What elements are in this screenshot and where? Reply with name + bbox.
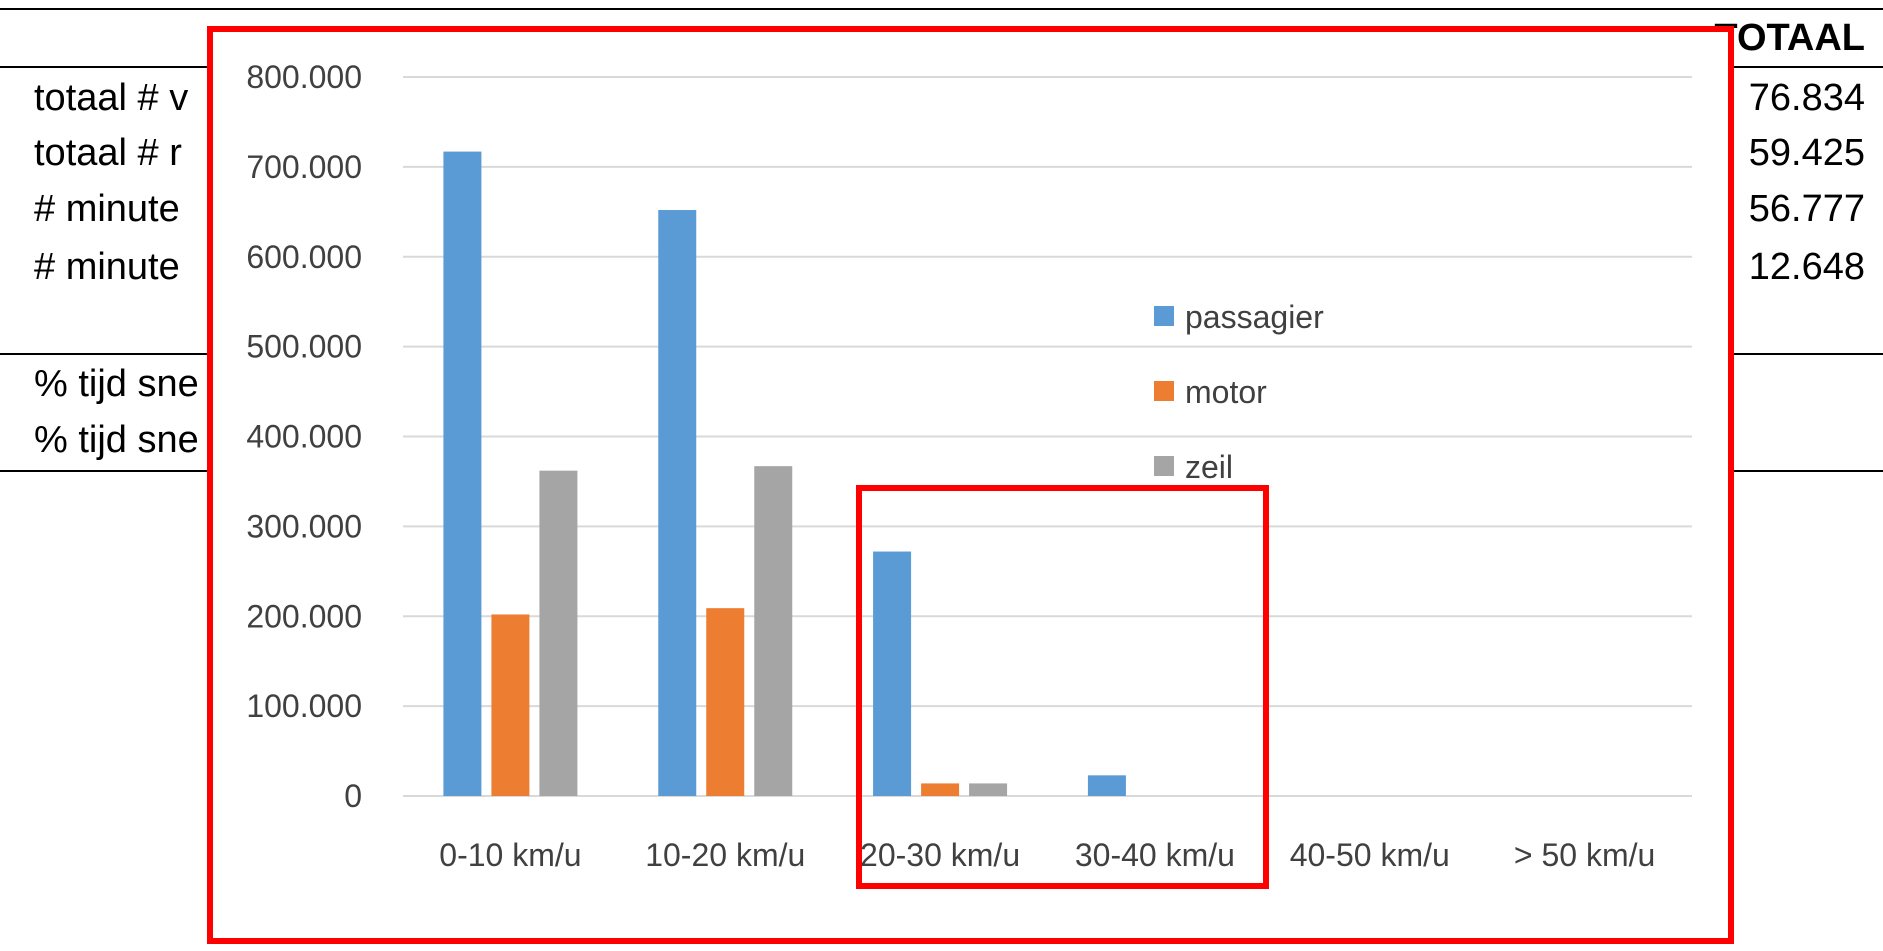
bar-motor [491, 614, 530, 796]
bars [443, 151, 1126, 796]
bar-motor [706, 608, 745, 796]
bar-passagier [1087, 775, 1126, 796]
legend-swatch [1154, 456, 1174, 476]
bar-zeil [539, 470, 578, 796]
legend-label: passagier [1185, 299, 1324, 335]
legend: passagier motor zeil [1154, 299, 1324, 485]
table-row-label: totaal # r [34, 132, 182, 174]
table-row-label: # minute [34, 246, 180, 288]
y-tick-label: 400.000 [246, 419, 362, 455]
table-row-value: 59.425 [1748, 132, 1865, 174]
bar-passagier [873, 551, 912, 796]
legend-label: zeil [1185, 449, 1233, 485]
y-tick-label: 800.000 [246, 59, 362, 95]
x-tick-label: 40-50 km/u [1290, 837, 1450, 873]
table-row-label: totaal # v [34, 77, 189, 119]
x-tick-label: 30-40 km/u [1075, 837, 1235, 873]
table-row-value: 76.834 [1748, 77, 1865, 119]
table-row-label: % tijd sne [34, 419, 199, 461]
legend-swatch [1154, 381, 1174, 401]
highlight-box [856, 485, 1269, 889]
table-row-label: % tijd sne [34, 363, 199, 405]
bar-motor [921, 783, 960, 796]
y-tick-label: 700.000 [246, 149, 362, 185]
y-tick-label: 0 [344, 778, 362, 814]
x-tick-label: > 50 km/u [1514, 837, 1655, 873]
bar-passagier [658, 210, 697, 796]
legend-swatch [1154, 306, 1174, 326]
x-axis-ticks: 0-10 km/u 10-20 km/u 20-30 km/u 30-40 km/u 4… [439, 837, 1655, 873]
legend-label: motor [1185, 374, 1267, 410]
x-tick-label: 10-20 km/u [645, 837, 805, 873]
y-tick-label: 200.000 [246, 598, 362, 634]
table-row-value: 56.777 [1748, 188, 1865, 230]
bar-zeil [754, 466, 793, 796]
y-tick-label: 500.000 [246, 329, 362, 365]
x-tick-label: 20-30 km/u [860, 837, 1020, 873]
table-header-total: TOTAAL [1714, 17, 1865, 59]
grid-lines [403, 76, 1692, 797]
y-tick-label: 600.000 [246, 239, 362, 275]
table-row-value: 12.648 [1748, 246, 1865, 288]
bar-passagier [443, 151, 482, 796]
bar-zeil [969, 783, 1008, 796]
table-row-label: # minute [34, 188, 180, 230]
y-tick-label: 100.000 [246, 688, 362, 724]
x-tick-label: 0-10 km/u [439, 837, 581, 873]
y-axis-ticks: 0 100.000 200.000 300.000 400.000 500.000 600.… [246, 59, 362, 814]
y-tick-label: 300.000 [246, 508, 362, 544]
table-top-rule [0, 8, 1883, 10]
